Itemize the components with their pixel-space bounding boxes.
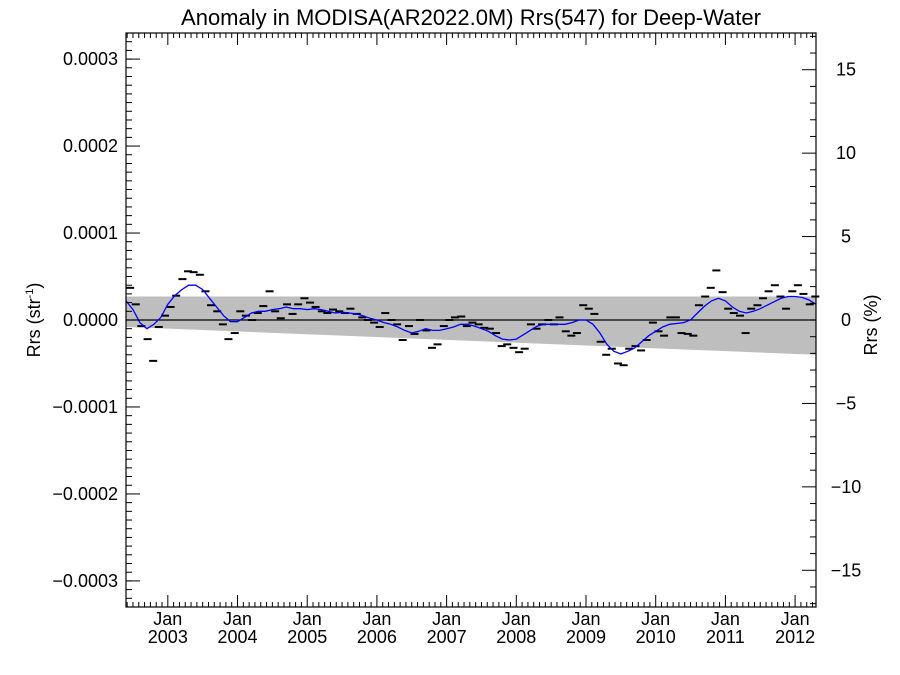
x-tick-year-label: 2005 xyxy=(287,627,327,647)
y-axis-right-label: Rrs (%) xyxy=(861,295,881,356)
chart-title: Anomaly in MODISA(AR2022.0M) Rrs(547) fo… xyxy=(181,5,761,30)
x-tick-month-label: Jan xyxy=(153,609,182,629)
axis-ticks-layer: 0.0003 0.0002 0.0001 0.0000 −0.0001 −0.0002 −0… xyxy=(52,33,861,647)
y-right-tick-label: 0 xyxy=(841,310,851,330)
y-left-tick-label: −0.0002 xyxy=(52,484,118,504)
y-axis-left-label: Rrs (str-1) xyxy=(24,283,44,358)
x-tick-month-label: Jan xyxy=(223,609,252,629)
y-right-tick-label: −10 xyxy=(831,477,862,497)
x-tick-year-label: 2008 xyxy=(496,627,536,647)
y-right-tick-label: 15 xyxy=(836,60,856,80)
y-axis-left-label-exponent: -1 xyxy=(24,289,36,299)
x-tick-year-label: 2004 xyxy=(217,627,257,647)
smoothed-line xyxy=(125,284,817,355)
x-tick-month-label: Jan xyxy=(571,609,600,629)
y-left-tick-label: 0.0000 xyxy=(63,310,118,330)
x-tick-month-label: Jan xyxy=(502,609,531,629)
y-right-tick-label: −5 xyxy=(836,393,857,413)
y-right-tick-label: 10 xyxy=(836,143,856,163)
y-left-tick-label: 0.0001 xyxy=(63,223,118,243)
x-tick-month-label: Jan xyxy=(293,609,322,629)
y-right-tick-label: 5 xyxy=(841,227,851,247)
x-tick-year-label: 2010 xyxy=(636,627,676,647)
x-tick-month-label: Jan xyxy=(362,609,391,629)
x-tick-month-label: Jan xyxy=(711,609,740,629)
y-axis-left-label-end: ) xyxy=(24,283,44,289)
x-tick-year-label: 2012 xyxy=(775,627,815,647)
x-tick-month-label: Jan xyxy=(641,609,670,629)
x-tick-month-label: Jan xyxy=(432,609,461,629)
y-left-tick-label: −0.0003 xyxy=(52,571,118,591)
x-tick-year-label: 2009 xyxy=(566,627,606,647)
x-tick-year-label: 2003 xyxy=(148,627,188,647)
y-left-tick-label: 0.0003 xyxy=(63,49,118,69)
x-tick-year-label: 2006 xyxy=(357,627,397,647)
y-right-tick-label: −15 xyxy=(831,560,862,580)
x-tick-year-label: 2007 xyxy=(427,627,467,647)
data-points-layer xyxy=(126,269,820,367)
x-tick-month-label: Jan xyxy=(781,609,810,629)
y-axis-left-label-text: Rrs (str xyxy=(24,298,44,357)
y-left-tick-label: 0.0002 xyxy=(63,136,118,156)
y-left-tick-label: −0.0001 xyxy=(52,397,118,417)
x-tick-year-label: 2011 xyxy=(706,627,745,647)
